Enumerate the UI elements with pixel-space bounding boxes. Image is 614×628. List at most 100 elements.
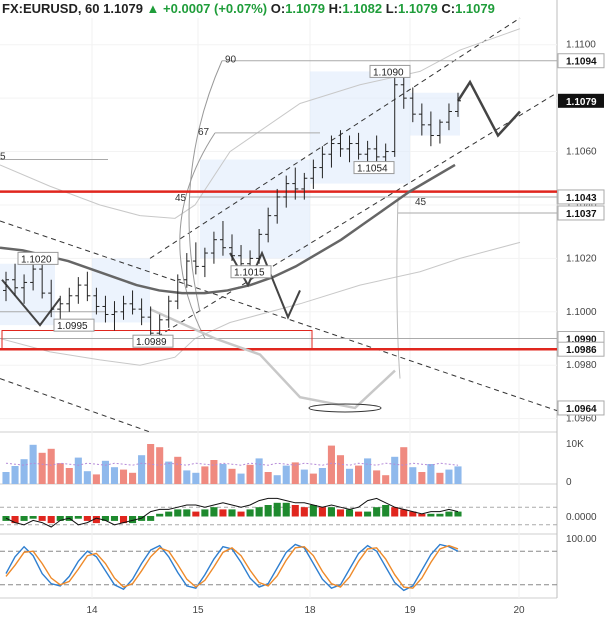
macd-histogram-bar [264,505,272,517]
price-annotation-box [369,64,411,78]
candle [436,119,443,144]
volume-bar [327,445,335,484]
candle [301,172,308,200]
candle [418,103,425,136]
price-axis-label-box [557,400,605,416]
volume-bar [83,471,91,484]
macd-histogram-bar [255,507,263,517]
x-tick-label: 15 [192,605,204,616]
price-annotation-label: 1.0989 [136,337,167,348]
volume-bar [147,444,155,484]
macd-histogram-bar [210,507,218,517]
last-price: 1.1079 [103,1,143,16]
volume-bar [282,465,290,484]
fib-label: 45 [415,197,427,208]
price-annotation-box [132,334,174,348]
macd-histogram-bar [382,505,390,517]
price-annotation-box [17,251,59,265]
macd-histogram-bar [427,513,435,517]
price-annotation-label: 1.1090 [373,67,404,78]
fib-arc-67 [179,132,216,339]
volume-bar [373,470,381,484]
volume-bar [454,466,462,484]
candle [445,103,452,131]
high-value: 1.1082 [342,1,383,16]
channel-line-up-lower [149,92,558,342]
macd-histogram-bar [174,509,182,517]
macd-histogram-bar [20,516,28,521]
macd-histogram-bar [56,516,64,521]
price-axis-label: 1.1079 [566,97,597,108]
candle [3,271,9,302]
price-annotation-label: 1.0995 [57,321,88,332]
target-ellipse [308,403,382,413]
macd-histogram-bar [237,511,245,517]
macd-histogram-bar [309,505,317,517]
volume-profile-box [200,159,310,259]
macd-histogram-bar [92,516,100,524]
volume-bar [445,469,453,484]
candle [111,301,118,331]
volume-bar [92,474,100,484]
macd-histogram-bar [291,505,299,517]
fib-label: 90 [225,55,237,66]
x-tick-label: 18 [304,605,316,616]
candle [129,290,136,315]
volume-bar [174,456,182,484]
volume-profile-box [0,263,55,326]
candle [328,135,335,168]
candle [355,132,362,160]
macd-histogram-bar [47,516,55,524]
volume-bar [2,472,10,484]
price-axis-label-box [557,341,605,357]
volume-bar [228,468,236,484]
macd-histogram-bar [119,516,128,524]
candle [229,234,235,262]
candle [183,253,190,288]
volume-bar [436,472,444,484]
stochastic-line [5,543,459,592]
volume-ma-line [5,462,459,466]
candle [75,277,82,304]
macd-histogram-bar [246,509,254,517]
macd-histogram-bar [282,502,290,517]
volume-bar [56,463,64,484]
volume-bar [382,475,390,484]
volume-bar [364,458,372,484]
candle [427,111,434,147]
candle [48,279,55,318]
volume-bar [264,472,272,484]
macd-histogram-bar [318,507,326,517]
volume-bar [237,473,245,484]
fib-label: 5 [0,152,6,163]
volume-bar [47,448,55,484]
macd-histogram-bar [300,507,308,517]
macd-histogram-bar [336,509,345,517]
moving-average-line [0,163,456,295]
volume-bar [300,469,308,484]
candle [337,130,344,157]
macd-histogram-bar [436,513,444,517]
candle [409,87,416,123]
price-axis-label: 1.1094 [566,57,597,68]
candle [21,274,28,304]
macd-histogram-bar [327,507,335,517]
macd-histogram-bar [101,516,109,521]
macd-axis-label: 0.0000 [566,512,597,523]
candle [455,92,461,117]
channel-line-down [0,220,558,412]
volume-bar [336,455,345,484]
fib-arc-45 [396,196,401,379]
price-axis-label: 1.0990 [566,335,597,346]
x-tick-label: 19 [404,605,416,616]
candle [310,159,317,189]
candle [265,207,272,243]
up-arrow-icon: ▲ [146,1,160,16]
volume-bar [192,472,200,484]
volume-bar [201,466,209,484]
channel-line-up-upper [149,17,521,259]
macd-histogram-bar [373,507,381,517]
volume-bar [74,457,82,484]
volume-bar [156,447,164,484]
